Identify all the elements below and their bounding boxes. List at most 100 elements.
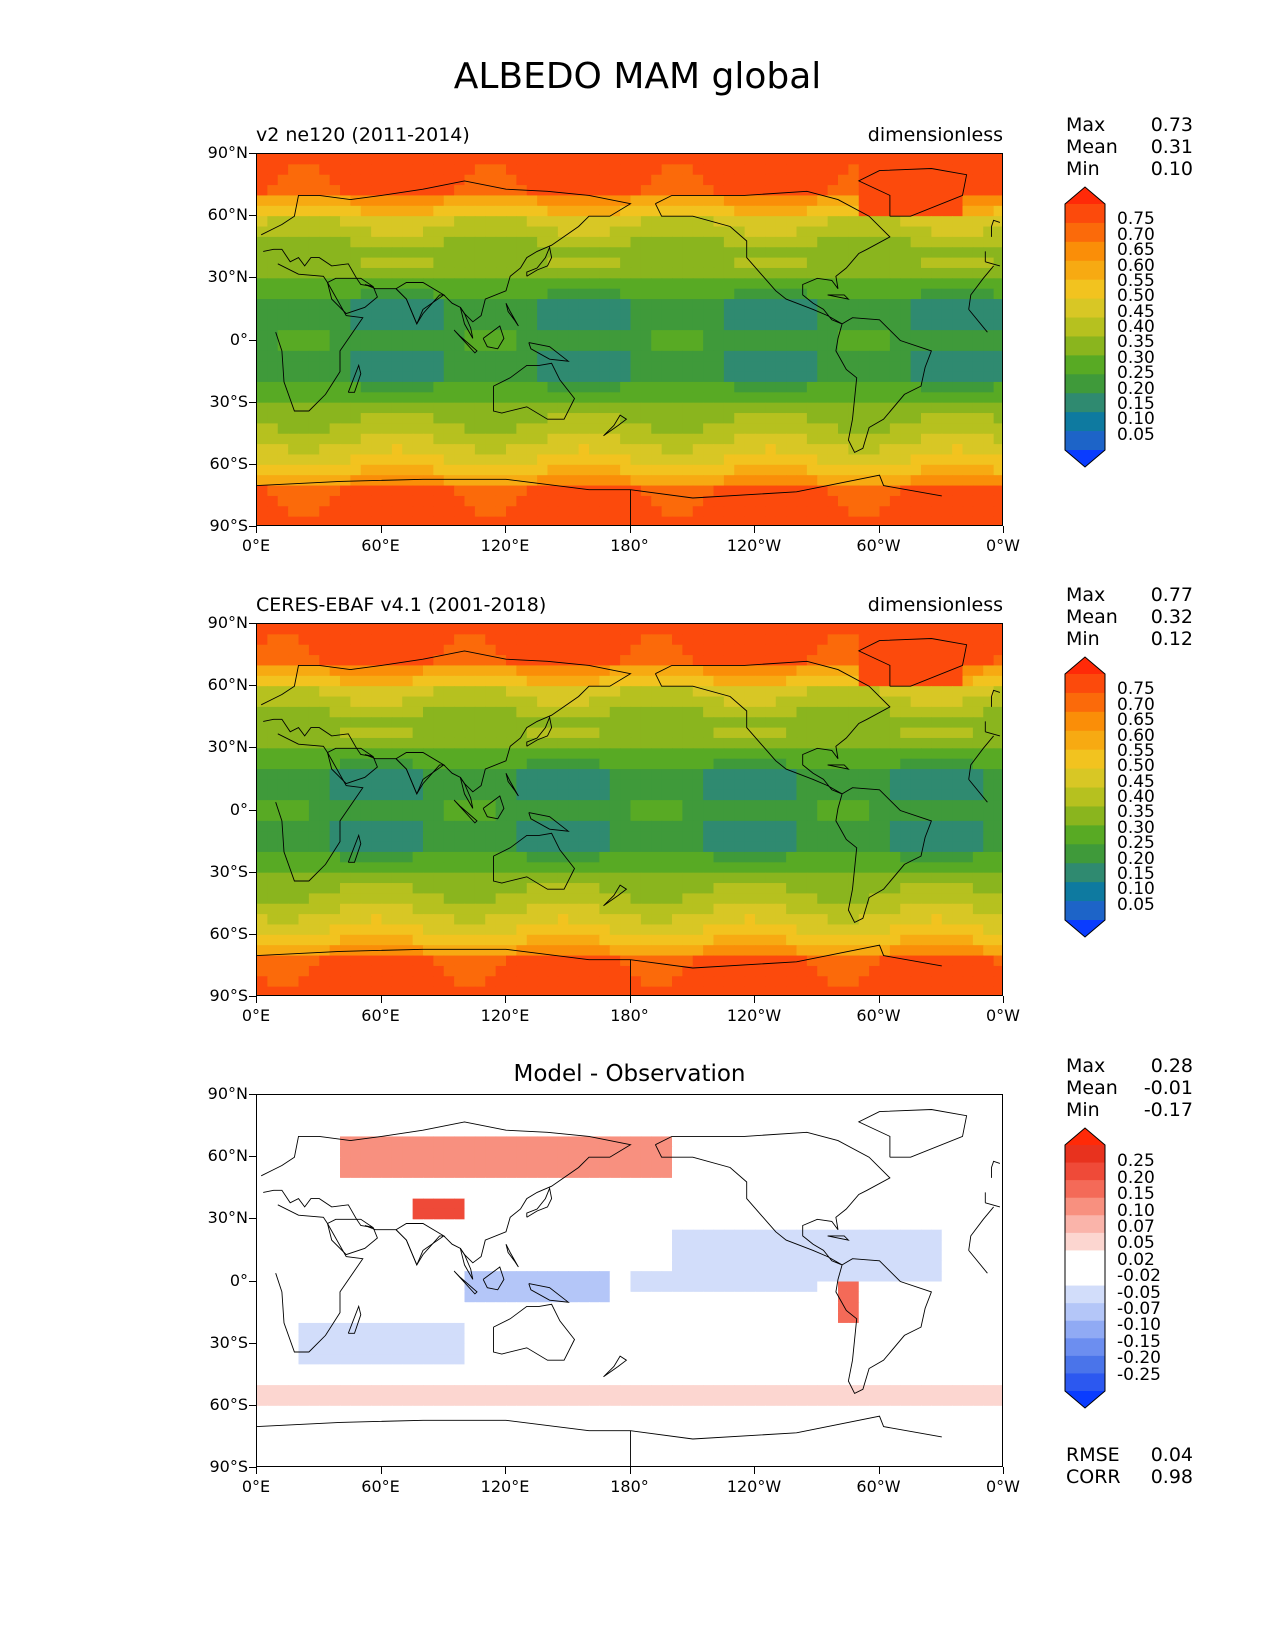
field-cell [381,800,393,812]
field-cell [661,236,673,248]
field-cell [838,288,849,300]
field-cell [879,872,891,884]
field-cell [952,851,964,863]
field-cell [640,257,652,269]
coastline [275,263,994,412]
field-cell [371,727,383,739]
field-cell [412,820,424,832]
field-cell [443,205,455,217]
field-cell [474,485,486,497]
field-cell [609,800,621,812]
field-cell [506,655,517,667]
field-cell [879,361,891,373]
field-cell [838,769,849,781]
field-cell [391,381,403,393]
field-cell [827,216,839,228]
field-cell [454,413,466,424]
field-cell [838,789,849,801]
field-cell [827,800,839,812]
field-cell [557,485,569,497]
field-cell [910,841,922,853]
field-cell [578,737,590,749]
field-cell [952,914,964,926]
field-cell [537,758,549,770]
field-cell [806,506,818,518]
field-cell [537,769,549,781]
field-cell [547,299,559,311]
field-cell [910,800,922,812]
field-cell [838,644,849,656]
field-cell [640,831,652,843]
field-cell [340,330,351,342]
field-cell [972,893,984,905]
field-cell [972,423,984,435]
field-cell [796,727,808,739]
field-cell [858,247,870,259]
field-cell [516,800,528,812]
field-cell [755,934,766,946]
field-cell [506,945,517,957]
field-cell [474,402,486,414]
field-cell [340,945,351,957]
field-cell [474,433,486,445]
field-cell [755,485,766,497]
field-cell [692,257,704,269]
field-cell [391,800,403,812]
field-cell [806,236,818,248]
field-cell [381,883,393,894]
field-cell [703,810,715,822]
field-cell [537,737,549,749]
field-cell [703,495,715,507]
field-cell [858,444,870,456]
field-cell [412,831,424,843]
field-cell [381,717,393,729]
field-cell [340,696,351,708]
field-cell [526,154,538,165]
field-cell [464,872,476,884]
field-cell [889,174,901,186]
field-cell [474,831,486,843]
field-cell [391,319,403,331]
field-cell [308,955,320,967]
field-cell [744,423,756,435]
field-cell [640,309,652,321]
field-cell [941,800,953,812]
field-cell [506,247,517,259]
field-cell [506,319,517,331]
field-cell [402,872,414,884]
field-cell [267,758,279,770]
field-cell [329,686,341,698]
field-cell [983,516,995,525]
field-cell [485,945,497,957]
field-cell [381,727,393,739]
field-cell [578,883,590,894]
field-cell [340,789,351,801]
field-cell [257,485,268,497]
field-cell [557,495,569,507]
field-cell [786,350,798,362]
field-cell [734,267,746,279]
field-cell [257,154,268,165]
field-cell [962,475,974,487]
field-cell [298,309,310,321]
field-cell [402,475,414,487]
field-cell [433,164,445,176]
field-cell [703,278,715,290]
field-cell [630,444,642,456]
field-cell [620,423,632,435]
field-cell [526,820,538,832]
field-cell [474,644,486,656]
field-cell [589,810,600,822]
field-cell [485,862,497,874]
x-tick-mark [1003,526,1004,533]
field-cell [879,820,891,832]
field-cell [734,464,746,476]
field-cell [993,433,1002,445]
field-cell [734,831,746,843]
field-cell [319,154,331,165]
field-cell [277,413,289,424]
field-cell [371,350,383,362]
field-cell [817,413,829,424]
field-cell [329,831,341,843]
field-cell [848,727,860,739]
